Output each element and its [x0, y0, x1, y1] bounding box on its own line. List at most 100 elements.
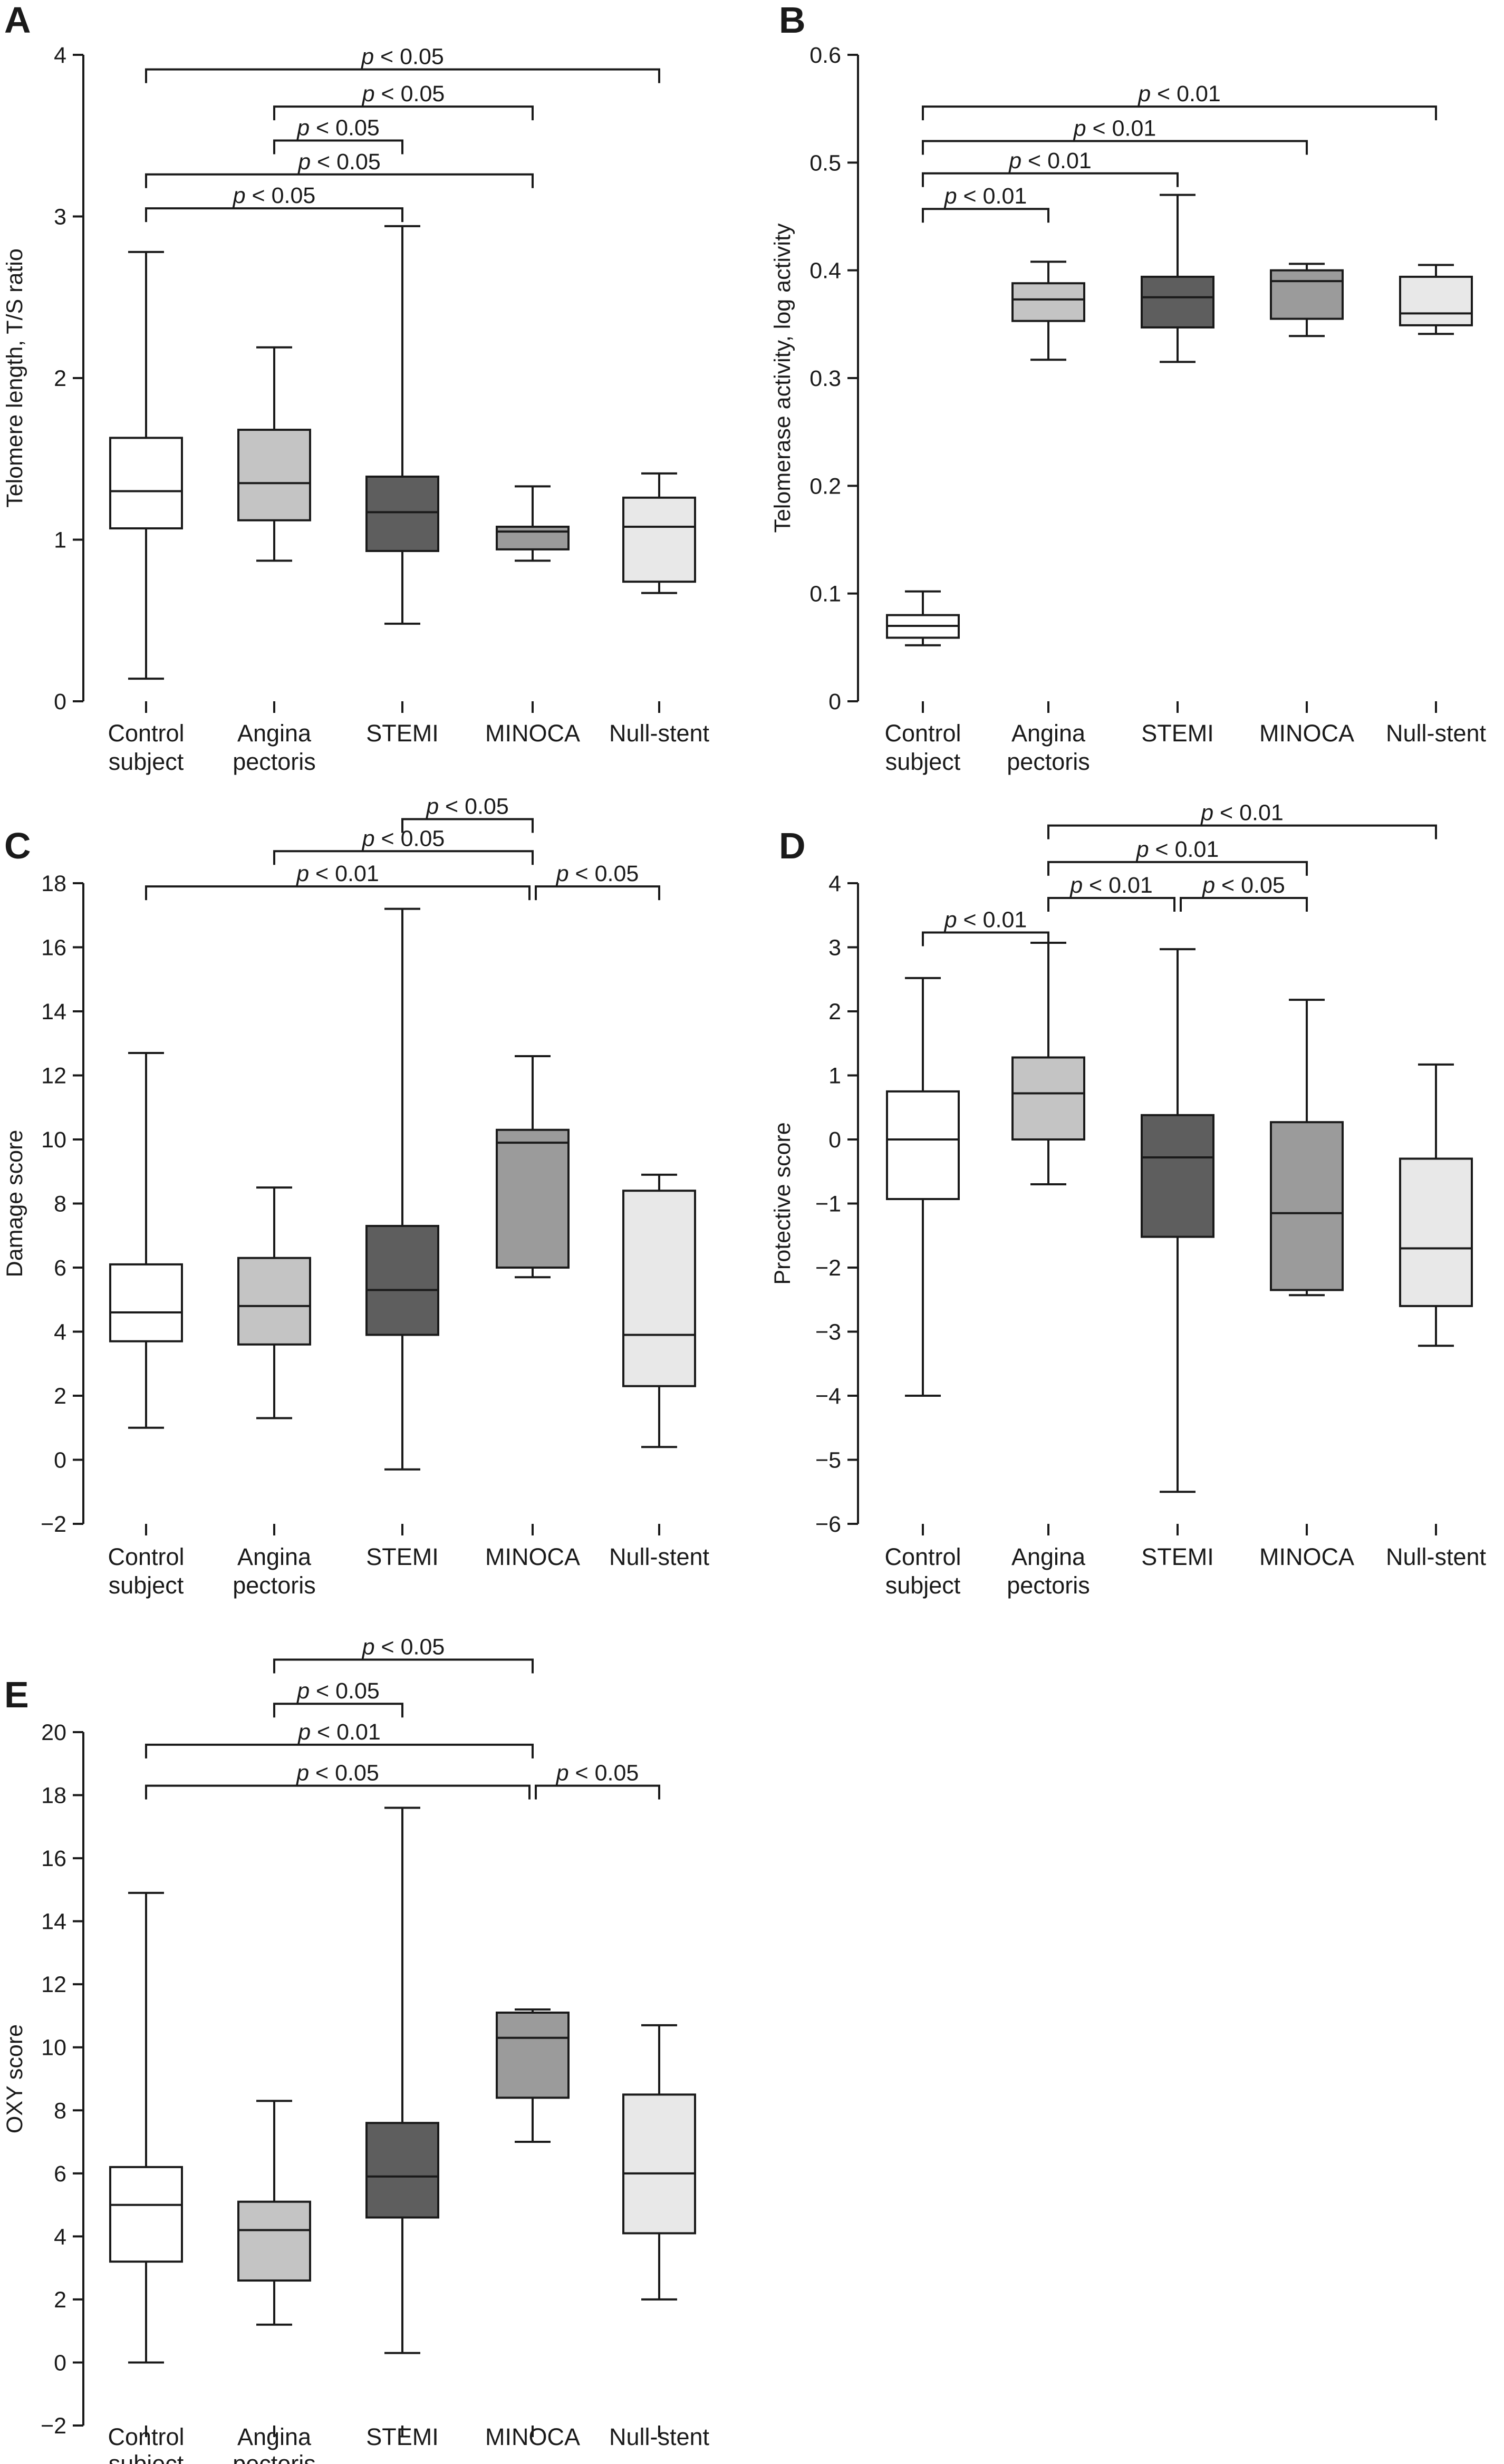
y-tick-label: 14 [41, 999, 66, 1025]
box-stemi [365, 1806, 439, 2354]
box-minoca [496, 2008, 570, 2143]
y-axis-title: Damage score [2, 1130, 27, 1278]
bracket-line [535, 885, 660, 901]
p-value-label: p < 0.05 [296, 115, 380, 140]
y-tick-label: 2 [54, 2287, 66, 2313]
significance-bracket: p < 0.05 [273, 826, 534, 865]
panel-letter: B [779, 0, 806, 41]
category-label: MINOCA [485, 2423, 580, 2450]
category-label: pectoris [1007, 1572, 1090, 1599]
box-null-stent [1399, 264, 1473, 335]
significance-bracket: p < 0.01 [1047, 837, 1308, 876]
y-tick-label: −6 [815, 1512, 841, 1537]
bracket-line [922, 105, 1437, 121]
category-label: subject [109, 2450, 184, 2464]
iqr-box [1141, 1114, 1214, 1238]
iqr-box [365, 475, 439, 552]
bracket-line [273, 1703, 403, 1718]
iqr-box [1011, 282, 1085, 322]
bracket-line [145, 1743, 534, 1758]
panel-d: D −6 −5 −4 −3 −2 −1 0 1 2 3 4 Protective score Contro… [770, 800, 1487, 1599]
iqr-box [622, 2093, 696, 2235]
iqr-box [237, 429, 311, 521]
category-label: pectoris [233, 2450, 316, 2464]
panel-e: E −2 0 2 4 6 8 10 12 14 16 18 20 OXY score Controlsubj… [2, 1635, 710, 2464]
category-label: STEMI [366, 2423, 439, 2450]
y-tick-label: 2 [54, 366, 66, 391]
y-tick-label: 18 [41, 1783, 66, 1809]
y-tick-label: 4 [828, 871, 841, 896]
box-null-stent [622, 2024, 696, 2301]
category-label: Angina [1011, 720, 1086, 747]
y-tick-label: −2 [41, 1512, 66, 1537]
iqr-box [496, 2011, 570, 2099]
y-tick-label: 0 [54, 689, 66, 714]
p-value-label: p < 0.05 [361, 1635, 445, 1660]
significance-bracket: p < 0.01 [922, 183, 1049, 223]
iqr-box [1399, 275, 1473, 326]
y-tick-label: −3 [815, 1320, 841, 1345]
category-label: MINOCA [1259, 720, 1354, 747]
box-minoca [496, 1055, 570, 1279]
iqr-box [109, 1263, 183, 1342]
y-tick-label: 1 [828, 1064, 841, 1089]
box-angina-pectoris [237, 1186, 311, 1419]
y-tick-label: 10 [41, 1127, 66, 1153]
category-label: Null-stent [609, 2423, 710, 2450]
y-tick-label: 0 [54, 2350, 66, 2375]
category-label: pectoris [233, 748, 316, 775]
p-value-label: p < 0.05 [295, 1761, 379, 1786]
iqr-box [622, 1190, 696, 1387]
category-label: MINOCA [1259, 1543, 1354, 1570]
iqr-box [886, 1090, 960, 1200]
p-value-label: p < 0.05 [232, 183, 316, 208]
bracket-line [1180, 896, 1308, 912]
iqr-box [1270, 1121, 1344, 1291]
p-value-label: p < 0.01 [1008, 148, 1092, 173]
y-tick-label: 0.1 [809, 582, 841, 607]
significance-bracket: p < 0.05 [535, 1761, 660, 1800]
p-value-label: p < 0.01 [1135, 837, 1219, 862]
significance-bracket: p < 0.05 [273, 1678, 403, 1718]
bracket-line [145, 207, 403, 223]
box-stemi [365, 907, 439, 1471]
category-label: STEMI [366, 720, 439, 747]
p-value-label: p < 0.05 [361, 826, 445, 851]
significance-bracket: p < 0.05 [273, 115, 403, 154]
box-angina-pectoris [237, 2100, 311, 2326]
box-control-subject [109, 1891, 183, 2364]
iqr-box [1270, 269, 1344, 320]
category-label: Control [108, 720, 184, 747]
significance-bracket: p < 0.05 [145, 183, 403, 223]
category-label: STEMI [1141, 720, 1214, 747]
box-minoca [496, 485, 570, 562]
significance-bracket: p < 0.05 [145, 44, 660, 83]
y-tick-label: 10 [41, 2035, 66, 2061]
y-tick-label: 4 [54, 43, 66, 68]
iqr-box [1141, 275, 1214, 328]
box-angina-pectoris [1011, 260, 1085, 361]
significance-bracket: p < 0.05 [273, 81, 534, 121]
significance-bracket: p < 0.05 [273, 1635, 534, 1674]
category-label: Angina [237, 2423, 312, 2450]
box-null-stent [1399, 1063, 1473, 1347]
y-tick-label: −2 [41, 2413, 66, 2439]
iqr-box [237, 1257, 311, 1346]
p-value-label: p < 0.05 [361, 81, 445, 107]
iqr-box [109, 2166, 183, 2263]
category-label: Null-stent [1386, 1543, 1487, 1570]
significance-bracket: p < 0.05 [1180, 873, 1308, 912]
y-tick-label: −2 [815, 1255, 841, 1281]
y-tick-label: 3 [828, 935, 841, 961]
category-label: Control [884, 720, 961, 747]
significance-bracket: p < 0.01 [922, 148, 1179, 187]
panel-c: C −2 0 2 4 6 8 10 12 14 16 18 Damage score Controlsub… [2, 794, 710, 1599]
y-tick-label: 3 [54, 205, 66, 230]
bracket-line [145, 885, 531, 901]
p-value-label: p < 0.05 [360, 44, 444, 70]
y-tick-label: 1 [54, 528, 66, 553]
panel-b: B 0 0.1 0.2 0.3 0.4 0.5 0.6 Telomerase activity,… [770, 0, 1487, 775]
significance-bracket: p < 0.01 [1047, 873, 1175, 912]
category-label: Null-stent [609, 720, 710, 747]
